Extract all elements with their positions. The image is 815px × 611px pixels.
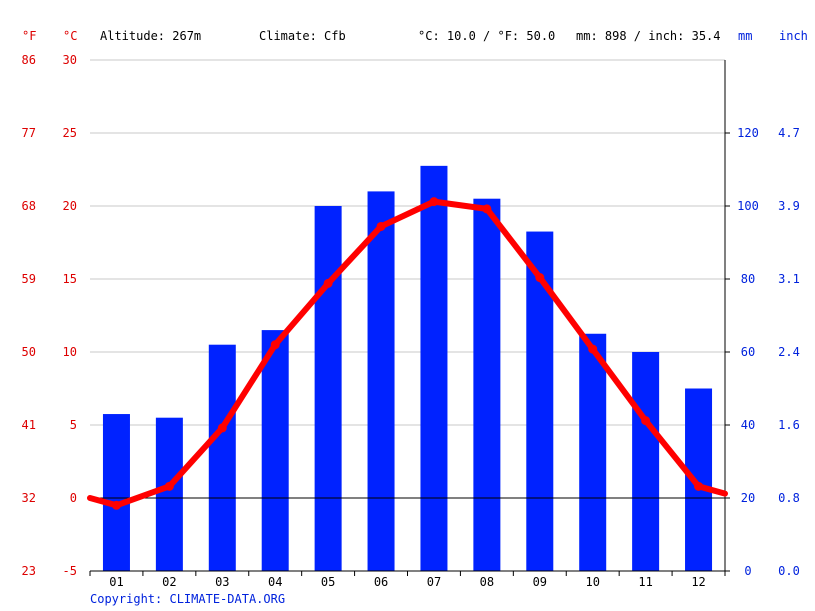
month-label: 10 <box>585 575 599 589</box>
left-axis-f-tick: 68 <box>22 199 36 213</box>
temperature-point <box>429 197 439 207</box>
left-axis-f-tick: 50 <box>22 345 36 359</box>
month-label: 05 <box>321 575 335 589</box>
unit-inch-label: inch <box>779 29 808 43</box>
month-label: 04 <box>268 575 282 589</box>
right-axis-mm-tick: 20 <box>741 491 755 505</box>
precip-bar <box>261 330 289 571</box>
right-axis-mm-tick: 40 <box>741 418 755 432</box>
altitude-label: Altitude: 267m <box>100 29 201 43</box>
precip-bar <box>314 206 342 571</box>
precip-bar <box>632 352 660 571</box>
right-axis-inch-tick: 3.1 <box>778 272 800 286</box>
temperature-point <box>323 278 333 288</box>
right-axis-mm-tick: 120 <box>737 126 759 140</box>
precip-bar <box>155 417 183 571</box>
precip-bar <box>208 344 236 571</box>
right-axis-inch-tick: 0.8 <box>778 491 800 505</box>
temperature-point <box>217 423 227 433</box>
left-axis-f-tick: 23 <box>22 564 36 578</box>
left-axis-f-tick: 59 <box>22 272 36 286</box>
temperature-point <box>164 481 174 491</box>
temperature-point <box>694 481 704 491</box>
precip-bar <box>102 414 130 571</box>
left-axis-c-tick: 10 <box>63 345 77 359</box>
month-label: 07 <box>427 575 441 589</box>
avg-precip-label: mm: 898 / inch: 35.4 <box>576 29 721 43</box>
month-label: 08 <box>480 575 494 589</box>
right-axis-mm-tick: 100 <box>737 199 759 213</box>
temperature-point <box>482 204 492 214</box>
month-label: 11 <box>638 575 652 589</box>
temperature-point <box>376 221 386 231</box>
copyright-link[interactable]: Copyright: CLIMATE-DATA.ORG <box>90 592 285 606</box>
precip-bar <box>685 388 713 571</box>
right-axis-mm-tick: 80 <box>741 272 755 286</box>
left-axis-c-tick: 5 <box>70 418 77 432</box>
temperature-point <box>588 344 598 354</box>
left-axis-c-tick: 15 <box>63 272 77 286</box>
precip-bar <box>367 191 395 571</box>
right-axis-inch-tick: 1.6 <box>778 418 800 432</box>
month-label: 06 <box>374 575 388 589</box>
temperature-point <box>641 416 651 426</box>
temperature-point <box>535 273 545 283</box>
right-axis-inch-tick: 4.7 <box>778 126 800 140</box>
climate-label: Climate: Cfb <box>259 29 346 43</box>
month-label: 09 <box>533 575 547 589</box>
temperature-line <box>87 198 728 509</box>
right-axis-mm-tick: 60 <box>741 345 755 359</box>
avg-temp-label: °C: 10.0 / °F: 50.0 <box>418 29 555 43</box>
unit-celsius-label: °C <box>63 29 77 43</box>
left-axis-c-tick: 25 <box>63 126 77 140</box>
right-axis-inch-tick: 0.0 <box>778 564 800 578</box>
left-axis-f-tick: 32 <box>22 491 36 505</box>
precip-bar <box>579 333 607 571</box>
month-label: 12 <box>691 575 705 589</box>
left-axis-f-tick: 86 <box>22 53 36 67</box>
precip-bar <box>420 165 448 571</box>
left-axis-c-tick: 30 <box>63 53 77 67</box>
temperature-point <box>270 340 280 350</box>
month-label: 02 <box>162 575 176 589</box>
left-axis-c-tick: -5 <box>63 564 77 578</box>
left-axis-f-tick: 41 <box>22 418 36 432</box>
left-axis-c-tick: 0 <box>70 491 77 505</box>
month-label: 01 <box>109 575 123 589</box>
temperature-point <box>111 500 121 510</box>
right-axis-mm-tick: 0 <box>744 564 751 578</box>
left-axis-c-tick: 20 <box>63 199 77 213</box>
left-axis-f-tick: 77 <box>22 126 36 140</box>
unit-mm-label: mm <box>738 29 752 43</box>
right-axis-inch-tick: 3.9 <box>778 199 800 213</box>
precip-bar <box>473 198 501 571</box>
month-label: 03 <box>215 575 229 589</box>
unit-fahrenheit-label: °F <box>22 29 36 43</box>
right-axis-inch-tick: 2.4 <box>778 345 800 359</box>
